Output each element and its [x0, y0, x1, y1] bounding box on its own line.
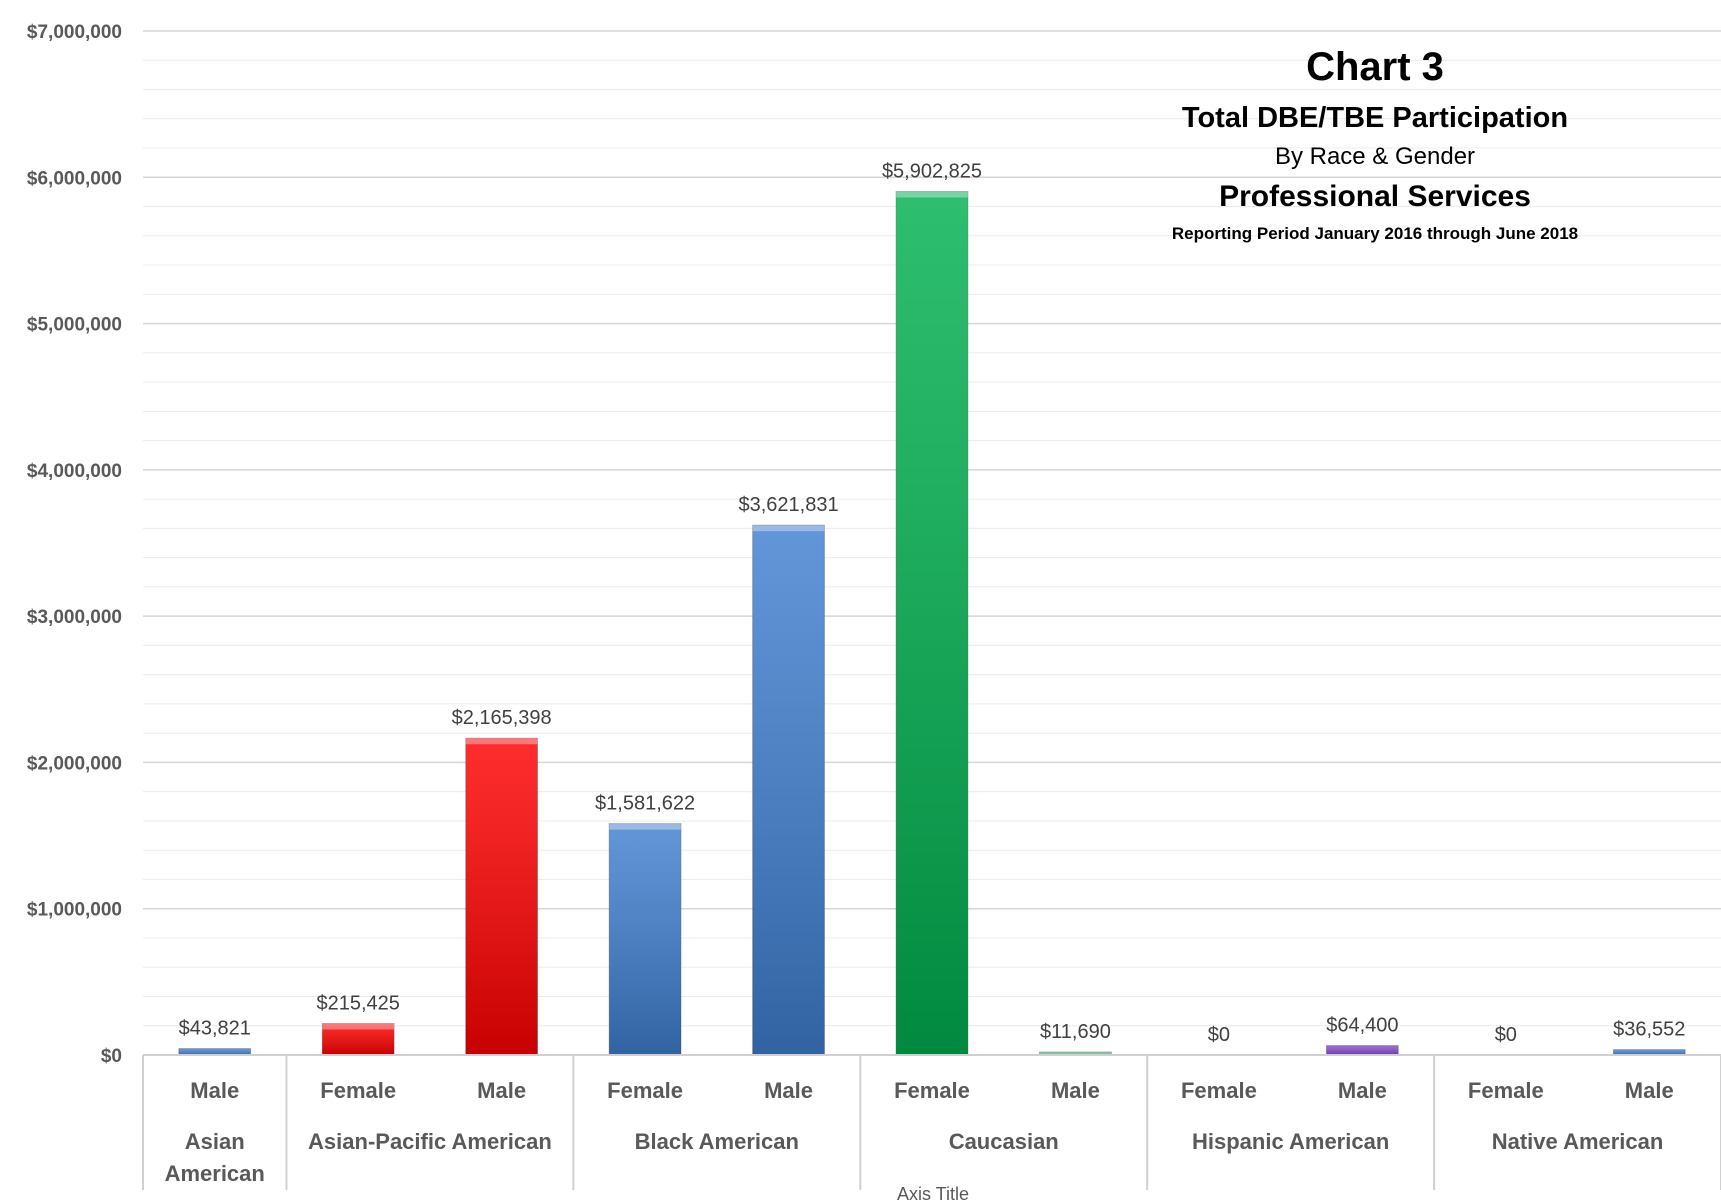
x-group-label: Asian — [185, 1129, 245, 1154]
x-group-label: Caucasian — [949, 1129, 1059, 1154]
x-group-label: Hispanic American — [1192, 1129, 1389, 1154]
chart-subtitle-2: By Race & Gender — [1275, 143, 1475, 170]
x-axis-title: Axis Title — [897, 1184, 969, 1201]
x-category-label: Female — [1468, 1078, 1544, 1103]
data-label: $43,821 — [179, 1018, 251, 1040]
y-tick-label: $0 — [101, 1046, 122, 1067]
bar-shading — [178, 1048, 251, 1055]
bar-shading — [1039, 1052, 1112, 1055]
x-category-label: Female — [894, 1078, 970, 1103]
data-label: $11,690 — [1040, 1021, 1111, 1043]
x-group-label: Asian-Pacific American — [308, 1129, 552, 1154]
y-tick-label: $4,000,000 — [27, 461, 122, 482]
bar-shading — [1326, 1045, 1399, 1055]
bar-shading — [609, 823, 681, 1055]
chart-subtitle-3: Professional Services — [1219, 180, 1531, 213]
chart-title: Chart 3 — [1306, 45, 1444, 89]
bar-shading — [752, 525, 825, 1055]
chart-subtitle-1: Total DBE/TBE Participation — [1182, 102, 1568, 134]
y-tick-label: $5,000,000 — [27, 315, 122, 336]
y-axis: $0 $1,000,000 $2,000,000 $3,000,000 $4,000,0… — [27, 22, 122, 1067]
x-group-label: American — [165, 1161, 265, 1186]
bar-shading — [1613, 1049, 1686, 1055]
data-label: $5,902,825 — [882, 161, 982, 183]
x-axis: Male Female Male Female Male Female Male Female… — [142, 1054, 1721, 1190]
chart-title-block: Chart 3 Total DBE/TBE Participation By R… — [1172, 45, 1578, 243]
bar-shading — [896, 191, 968, 1055]
data-labels: $43,821 $215,425 $2,165,398 $1,581,622 $3,62… — [179, 161, 1686, 1046]
y-tick-label: $3,000,000 — [27, 607, 122, 628]
x-category-label: Male — [764, 1078, 813, 1103]
x-group-label: Black American — [635, 1129, 799, 1154]
bar-bevel — [896, 191, 968, 198]
data-label: $0 — [1208, 1024, 1230, 1046]
y-tick-label: $7,000,000 — [27, 22, 122, 43]
x-category-label: Female — [607, 1078, 683, 1103]
bar-bevel — [752, 525, 825, 532]
data-label: $64,400 — [1326, 1015, 1398, 1037]
bar-shading — [465, 738, 538, 1055]
data-label: $215,425 — [316, 992, 399, 1014]
chart-subtitle-4: Reporting Period January 2016 through Ju… — [1172, 224, 1578, 243]
x-group-label: Native American — [1492, 1129, 1664, 1154]
y-tick-label: $1,000,000 — [27, 900, 122, 921]
bar-bevel — [609, 823, 681, 830]
x-category-label: Male — [477, 1078, 526, 1103]
x-category-label: Female — [320, 1078, 396, 1103]
bar-shading — [322, 1023, 395, 1055]
bar-bevel — [322, 1023, 395, 1030]
data-label: $36,552 — [1613, 1019, 1685, 1041]
x-category-label: Male — [1051, 1078, 1100, 1103]
x-category-label: Male — [190, 1078, 239, 1103]
data-label: $3,621,831 — [738, 494, 838, 516]
data-label: $2,165,398 — [452, 707, 552, 729]
y-tick-label: $2,000,000 — [27, 753, 122, 774]
data-label: $0 — [1495, 1024, 1517, 1046]
x-category-label: Male — [1625, 1078, 1674, 1103]
x-category-label: Female — [1181, 1078, 1257, 1103]
bars — [178, 191, 1686, 1056]
data-label: $1,581,622 — [595, 793, 695, 815]
bar-bevel — [465, 738, 538, 745]
x-category-label: Male — [1338, 1078, 1387, 1103]
y-tick-label: $6,000,000 — [27, 168, 122, 189]
